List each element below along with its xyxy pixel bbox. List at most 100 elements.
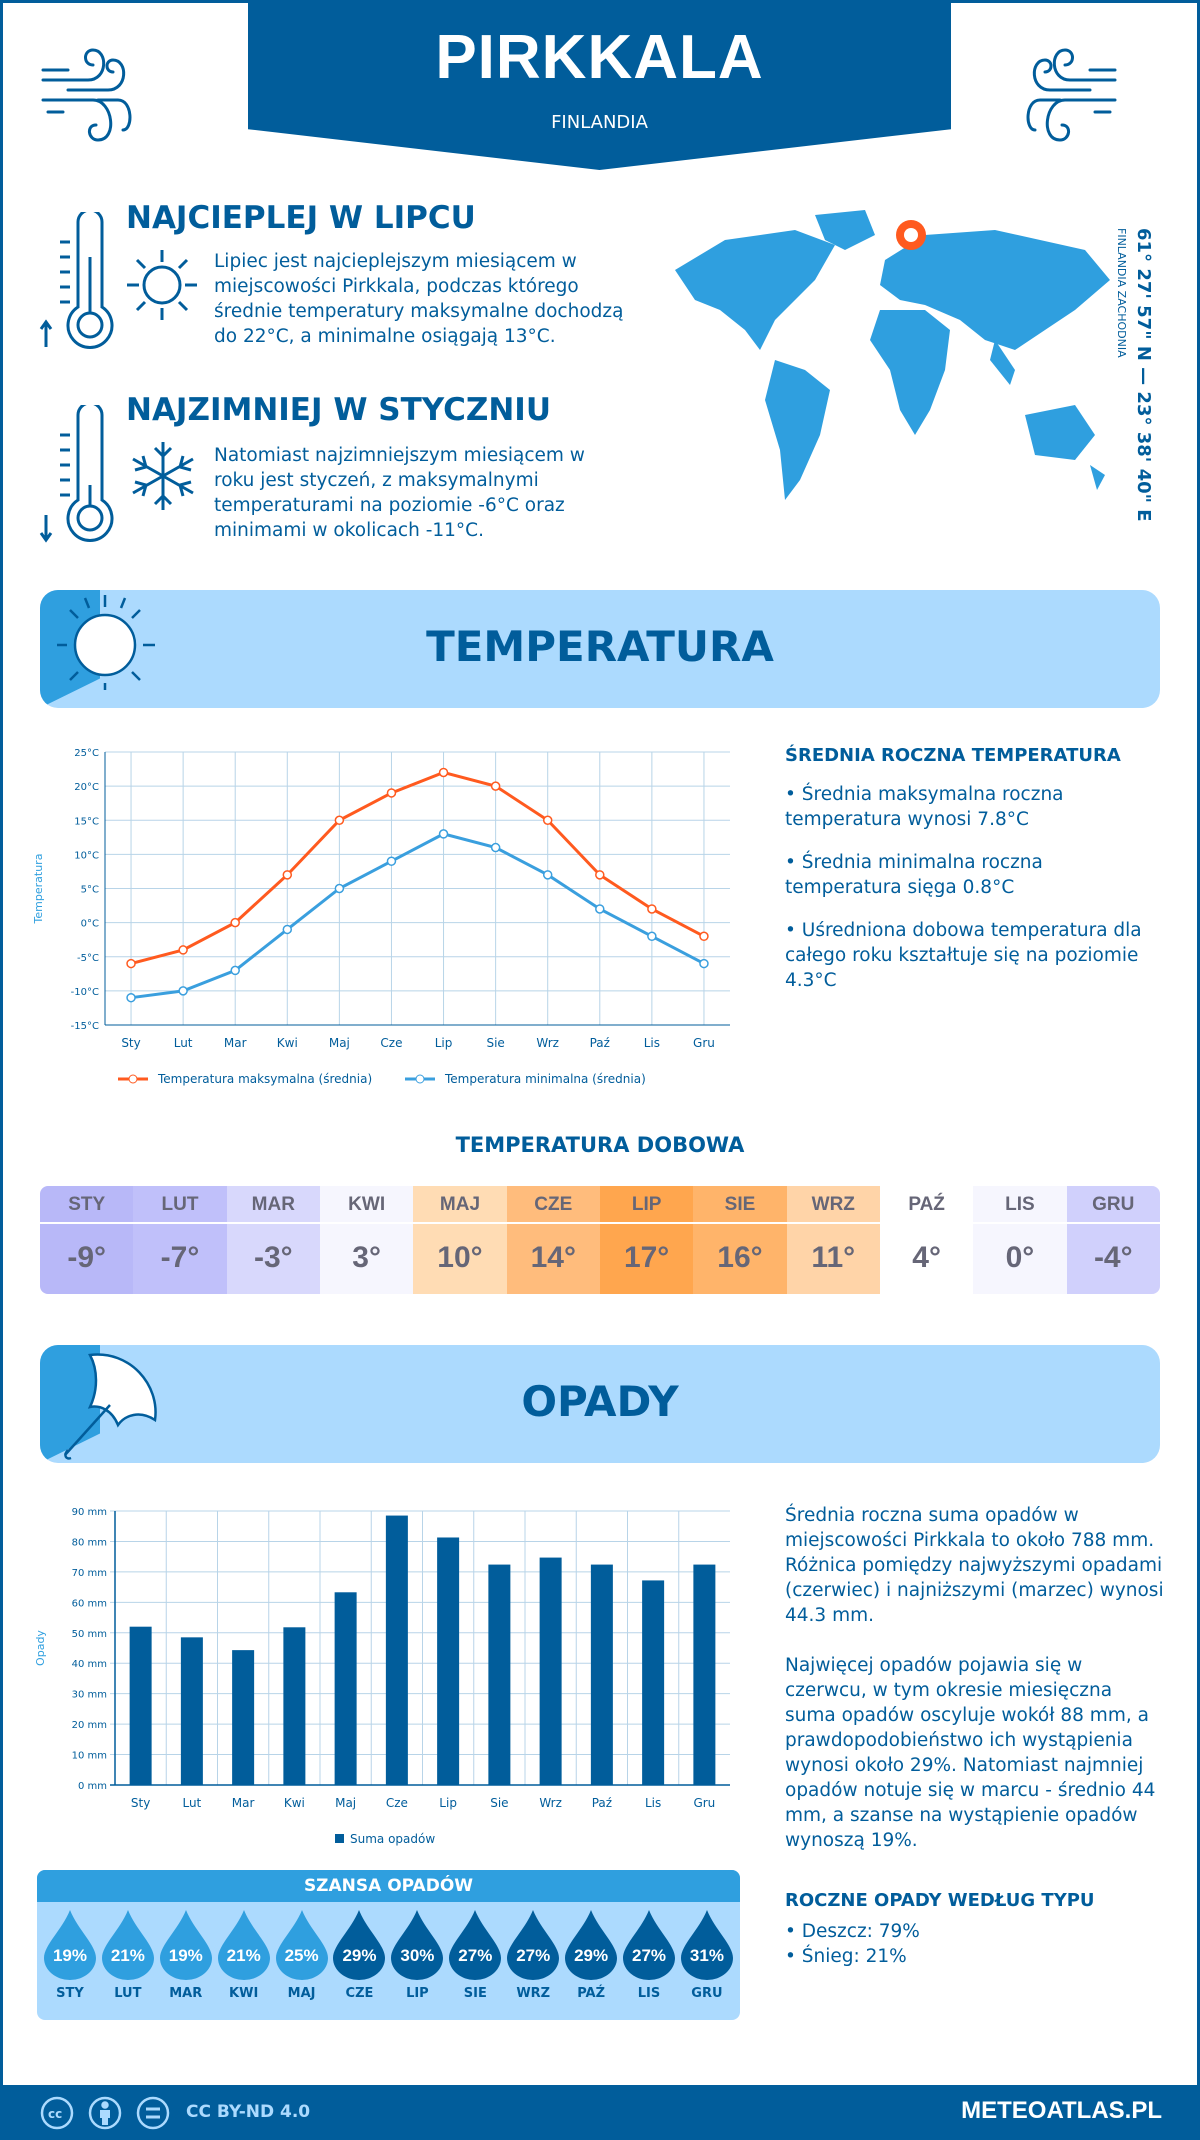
data-point bbox=[699, 931, 709, 942]
coldest-title: NAJZIMNIEJ W STYCZNIU bbox=[126, 392, 551, 428]
daily-month-label: GRU bbox=[1066, 1186, 1160, 1224]
raindrop-icon bbox=[507, 1910, 560, 1980]
precip-chance-item: 21% LUT bbox=[100, 1902, 156, 2001]
data-point bbox=[647, 931, 657, 942]
data-point bbox=[334, 883, 345, 894]
data-point bbox=[699, 958, 709, 969]
data-point bbox=[542, 870, 553, 880]
precip-type-item: • Deszcz: 79% bbox=[785, 1921, 920, 1942]
daily-month-label: LIS bbox=[973, 1186, 1067, 1224]
data-point bbox=[438, 829, 449, 839]
data-point bbox=[490, 781, 501, 791]
y-axis-label: Temperatura bbox=[32, 854, 45, 925]
daily-temp-cell: MAR -3° bbox=[226, 1186, 320, 1294]
daily-temp-title: TEMPERATURA DOBOWA bbox=[455, 1133, 745, 1157]
wind-icon bbox=[1026, 48, 1117, 142]
daily-temp-cell: CZE 14° bbox=[506, 1186, 600, 1294]
daily-temp-cell: WRZ 11° bbox=[786, 1186, 880, 1294]
daily-month-label: SIE bbox=[693, 1186, 787, 1224]
data-point bbox=[386, 856, 397, 866]
daily-temp-cell: SIE 16° bbox=[693, 1186, 787, 1294]
legend-label: Suma opadów bbox=[350, 1832, 435, 1846]
precip-chance-month: GRU bbox=[691, 1986, 723, 2001]
precip-bar bbox=[437, 1537, 460, 1785]
x-tick-label: Wrz bbox=[539, 1796, 562, 1810]
precip-chance-month: STY bbox=[56, 1986, 84, 2001]
y-tick-label: 0 mm bbox=[78, 1781, 107, 1792]
raindrop-icon bbox=[391, 1910, 444, 1980]
y-tick-label: 30 mm bbox=[72, 1690, 107, 1701]
precip-chance-month: KWI bbox=[229, 1986, 259, 2001]
precip-text-paragraph: Średnia roczna suma opadów w miejscowośc… bbox=[785, 1505, 1164, 1626]
daily-month-label: STY bbox=[40, 1186, 134, 1224]
x-tick-label: Kwi bbox=[277, 1036, 298, 1050]
daily-temp-value: -7° bbox=[160, 1241, 200, 1274]
daily-temp-value: -3° bbox=[253, 1241, 293, 1274]
precip-chance-item: 19% STY bbox=[42, 1902, 98, 2001]
daily-month-label: CZE bbox=[506, 1186, 600, 1224]
daily-month-label: MAR bbox=[226, 1186, 320, 1224]
precip-chance-month: MAJ bbox=[287, 1986, 316, 2001]
x-tick-label: Maj bbox=[335, 1796, 356, 1810]
daily-temp-value: 11° bbox=[811, 1241, 856, 1274]
precip-bar bbox=[385, 1515, 408, 1785]
temp-summary-heading: ŚREDNIA ROCZNA TEMPERATURA bbox=[785, 745, 1121, 766]
license-label: CC BY-ND 4.0 bbox=[186, 2102, 311, 2122]
precip-chance-value: 27% bbox=[458, 1946, 493, 1965]
daily-temp-value: 3° bbox=[352, 1241, 381, 1274]
data-point bbox=[126, 958, 136, 969]
precip-chance-panel: SZANSA OPADÓW 19% STY 21% LUT 19% MAR 21% KWI 25… bbox=[37, 1870, 740, 2020]
precip-chance-value: 19% bbox=[168, 1946, 203, 1965]
y-tick-label: 20°C bbox=[74, 782, 99, 793]
daily-temp-value: -9° bbox=[67, 1241, 106, 1274]
x-tick-label: Sie bbox=[486, 1036, 504, 1050]
raindrop-icon bbox=[43, 1910, 96, 1980]
daily-month-label: MAJ bbox=[413, 1186, 507, 1224]
raindrop-icon bbox=[217, 1910, 270, 1980]
series-line bbox=[130, 832, 705, 1000]
daily-temp-cell: PAŹ 4° bbox=[879, 1186, 974, 1294]
legend-label: Temperatura maksymalna (średnia) bbox=[157, 1072, 372, 1086]
daily-month-label: LUT bbox=[133, 1186, 227, 1224]
precip-chance-item: 19% MAR bbox=[158, 1902, 214, 2001]
precip-chance-item: 30% LIP bbox=[389, 1902, 445, 2001]
warmest-text: Lipiec jest najcieplejszym miesiącem w m… bbox=[214, 251, 624, 347]
x-tick-label: Gru bbox=[693, 1796, 715, 1810]
legend-swatch bbox=[335, 1834, 344, 1843]
site-link[interactable]: METEOATLAS.PL bbox=[961, 2097, 1162, 2124]
x-tick-label: Wrz bbox=[536, 1036, 559, 1050]
legend-marker bbox=[415, 1074, 425, 1084]
y-tick-label: 80 mm bbox=[72, 1537, 107, 1548]
data-point bbox=[386, 788, 397, 798]
x-tick-label: Paź bbox=[590, 1036, 610, 1050]
legend-marker bbox=[128, 1074, 138, 1084]
precip-chance-value: 30% bbox=[400, 1946, 435, 1965]
daily-temp-cell: KWI 3° bbox=[319, 1186, 414, 1294]
x-tick-label: Sty bbox=[121, 1036, 140, 1050]
x-tick-label: Kwi bbox=[284, 1796, 305, 1810]
precip-chance-title: SZANSA OPADÓW bbox=[37, 1870, 740, 1902]
daily-temp-value: 10° bbox=[437, 1241, 483, 1274]
data-point bbox=[542, 815, 553, 825]
x-tick-label: Cze bbox=[386, 1796, 408, 1810]
daily-temp-cell: LIS 0° bbox=[973, 1186, 1067, 1294]
x-tick-label: Lut bbox=[182, 1796, 201, 1810]
precip-chance-month: SIE bbox=[463, 1986, 487, 2001]
precip-section-header: OPADY bbox=[40, 1345, 1160, 1463]
data-point bbox=[438, 767, 449, 778]
precip-chance-item: 27% WRZ bbox=[505, 1902, 561, 2001]
data-point bbox=[126, 992, 136, 1003]
precip-bar bbox=[488, 1564, 511, 1785]
y-tick-label: 15°C bbox=[74, 816, 99, 827]
daily-temp-cell: MAJ 10° bbox=[413, 1186, 507, 1294]
daily-temp-value: 4° bbox=[912, 1241, 941, 1274]
temperature-section-header: TEMPERATURA bbox=[40, 590, 1160, 708]
daily-temp-value: 17° bbox=[623, 1241, 670, 1274]
daily-temp-table: STY -9° LUT -7° MAR -3° KWI 3° MAJ 10° CZE 14° LIP 17… bbox=[40, 1186, 1160, 1294]
temperature-section-title: TEMPERATURA bbox=[426, 622, 774, 671]
data-point bbox=[334, 815, 345, 825]
temp-summary-item: • Średnia minimalna roczna temperatura s… bbox=[785, 852, 1043, 898]
x-tick-label: Sty bbox=[131, 1796, 150, 1810]
data-point bbox=[282, 924, 293, 935]
daily-month-label: KWI bbox=[319, 1186, 414, 1224]
